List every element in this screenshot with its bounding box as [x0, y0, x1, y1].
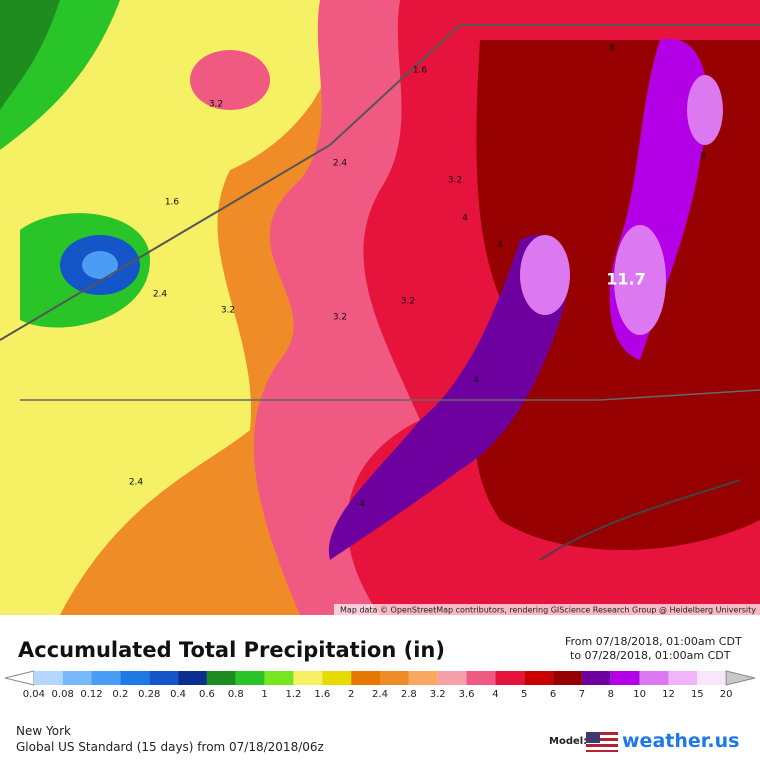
scale-label: 0.28	[138, 689, 160, 698]
scale-swatch	[466, 671, 496, 685]
scale-label: 0.12	[80, 689, 102, 698]
scale-label: 2.8	[401, 689, 417, 698]
model-run: Global US Standard (15 days) from 07/18/…	[16, 740, 324, 754]
scale-label: 2.4	[372, 689, 388, 698]
period-to: to 07/28/2018, 01:00am CDT	[570, 649, 731, 662]
scale-label: 8	[608, 689, 614, 698]
location: New York	[16, 724, 71, 738]
scale-swatch	[33, 671, 63, 685]
coastline	[539, 479, 741, 561]
scale-label: 1.2	[286, 689, 302, 698]
scale-label: 0.8	[228, 689, 244, 698]
scale-swatch	[524, 671, 554, 685]
scale-label: 5	[521, 689, 527, 698]
color-scale: 0.04 0.08 0.12 0.2 0.28 0.4 0.6 0.8 1 1.2 1.6 2 2.4 2…	[4, 670, 756, 698]
contour-label: 1.6	[413, 66, 428, 76]
flag-icon	[586, 732, 618, 752]
scale-swatch	[437, 671, 467, 685]
contour-label: 3.2	[221, 306, 235, 316]
scale-label: 0.04	[23, 689, 45, 698]
scale-label: 15	[691, 689, 704, 698]
scale-swatch	[178, 671, 207, 685]
zone-lblue	[82, 251, 118, 279]
scale-swatch	[293, 671, 323, 685]
contour-label: 8	[700, 152, 706, 162]
scale-swatch	[380, 671, 409, 685]
scale-label: 2	[348, 689, 354, 698]
scale-swatch	[206, 671, 236, 685]
scale-swatch	[235, 671, 265, 685]
scale-label: 3.6	[459, 689, 475, 698]
zone-lviolet2	[520, 235, 570, 315]
scale-label: 0.2	[112, 689, 128, 698]
zone-yellow	[0, 0, 333, 615]
zone-pink2	[190, 50, 270, 110]
scale-label: 3.2	[430, 689, 446, 698]
scale-swatch	[91, 671, 121, 685]
scale-swatch	[581, 671, 611, 685]
contour-label: 8	[609, 44, 615, 54]
attribution-bg	[334, 604, 760, 615]
scale-label: 10	[633, 689, 646, 698]
scale-swatch	[322, 671, 352, 685]
contour-label: 3.2	[333, 313, 347, 323]
scale-label: 1	[261, 689, 267, 698]
contour-label: 2.4	[333, 159, 348, 169]
scale-swatch	[149, 671, 179, 685]
legend-title: Accumulated Total Precipitation (in)	[18, 638, 445, 662]
scale-swatch	[408, 671, 438, 685]
scale-swatch	[668, 671, 698, 685]
scale-swatch	[610, 671, 640, 685]
scale-label: 1.6	[314, 689, 330, 698]
zone-purple	[328, 234, 568, 560]
scale-label: 12	[662, 689, 675, 698]
precip-map: Map data © OpenStreetMap contributors, r…	[0, 0, 760, 615]
contour-label: 3.2	[401, 297, 415, 307]
zone-lviolet	[614, 225, 666, 335]
brand: weather.us	[622, 730, 740, 752]
scale-label: 4	[492, 689, 498, 698]
contour-label: 2.4	[129, 478, 144, 488]
state-border	[20, 389, 760, 401]
contour-label: 2.4	[153, 290, 168, 300]
scale-label: 0.08	[52, 689, 74, 698]
scale-swatch	[495, 671, 525, 685]
attribution: Map data © OpenStreetMap contributors, r…	[340, 606, 756, 615]
contour-label: 3.2	[209, 100, 223, 110]
contour-label: 3.2	[448, 176, 462, 186]
scale-swatch	[351, 671, 380, 685]
contour-label: 4	[497, 241, 503, 251]
scale-label: 0.6	[199, 689, 215, 698]
scale-swatch	[697, 671, 727, 685]
scale-label: 6	[550, 689, 556, 698]
zone-lviolet3	[687, 75, 723, 145]
zone-dgreen	[0, 0, 60, 110]
scale-swatch	[264, 671, 294, 685]
scale-label: 0.4	[170, 689, 186, 698]
scale-swatch	[120, 671, 150, 685]
period-from: From 07/18/2018, 01:00am CDT	[565, 635, 742, 648]
contour-label: 4	[473, 376, 479, 386]
contour-label: 4	[359, 500, 365, 510]
contour-label: 11.7	[606, 270, 645, 289]
contour-label: 1.6	[165, 198, 180, 208]
scale-swatch	[62, 671, 92, 685]
scale-label: 20	[720, 689, 733, 698]
model-label: Model:	[549, 736, 588, 747]
scale-swatch	[553, 671, 582, 685]
scale-swatch	[639, 671, 669, 685]
scale-arrow-right	[725, 670, 756, 686]
state-border	[0, 24, 760, 341]
scale-label: 7	[579, 689, 585, 698]
scale-arrow-left	[4, 670, 35, 686]
contour-label: 4	[462, 214, 468, 224]
